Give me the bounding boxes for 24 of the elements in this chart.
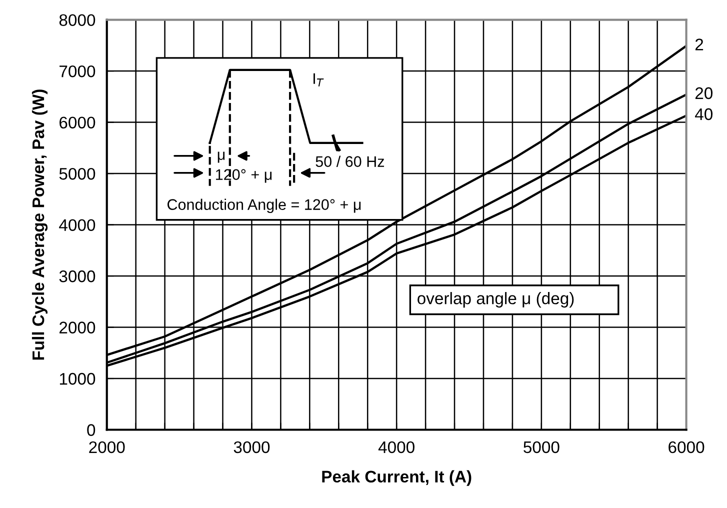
y-tick-label: 4000 — [59, 219, 96, 231]
annotation: I$_{T}$ — [314, 73, 324, 86]
annotation: Conduction Angle = 120° + μ — [168, 198, 361, 213]
legend-title: overlap angle μ (deg) — [418, 292, 574, 308]
series-label: 20 — [695, 87, 713, 100]
annotation: 50 / 60 Hz — [316, 156, 384, 167]
y-axis-title: Full Cycle Average Power, Pav (W) — [32, 90, 48, 360]
annotation: μ — [218, 152, 225, 163]
x-tick-label: 6000 — [668, 441, 704, 454]
y-tick-label: 0 — [87, 424, 96, 436]
y-tick-label: 5000 — [59, 168, 96, 180]
y-tick-label: 8000 — [59, 14, 96, 26]
y-tick-label: 3000 — [59, 270, 96, 282]
y-tick-label: 7000 — [60, 65, 96, 78]
y-tick-label: 6000 — [60, 116, 96, 129]
x-tick-label: 3000 — [234, 441, 270, 454]
x-tick-label: 4000 — [378, 441, 414, 454]
x-tick-label: 5000 — [524, 441, 560, 454]
y-tick-label: 2000 — [60, 322, 96, 334]
y-tick-label: 1000 — [60, 372, 96, 385]
series-label: 40 — [695, 108, 713, 120]
x-tick-label: 2000 — [89, 441, 125, 454]
series-label: 2 — [695, 38, 704, 50]
x-axis-title: Peak Current, It (A) — [322, 470, 472, 486]
